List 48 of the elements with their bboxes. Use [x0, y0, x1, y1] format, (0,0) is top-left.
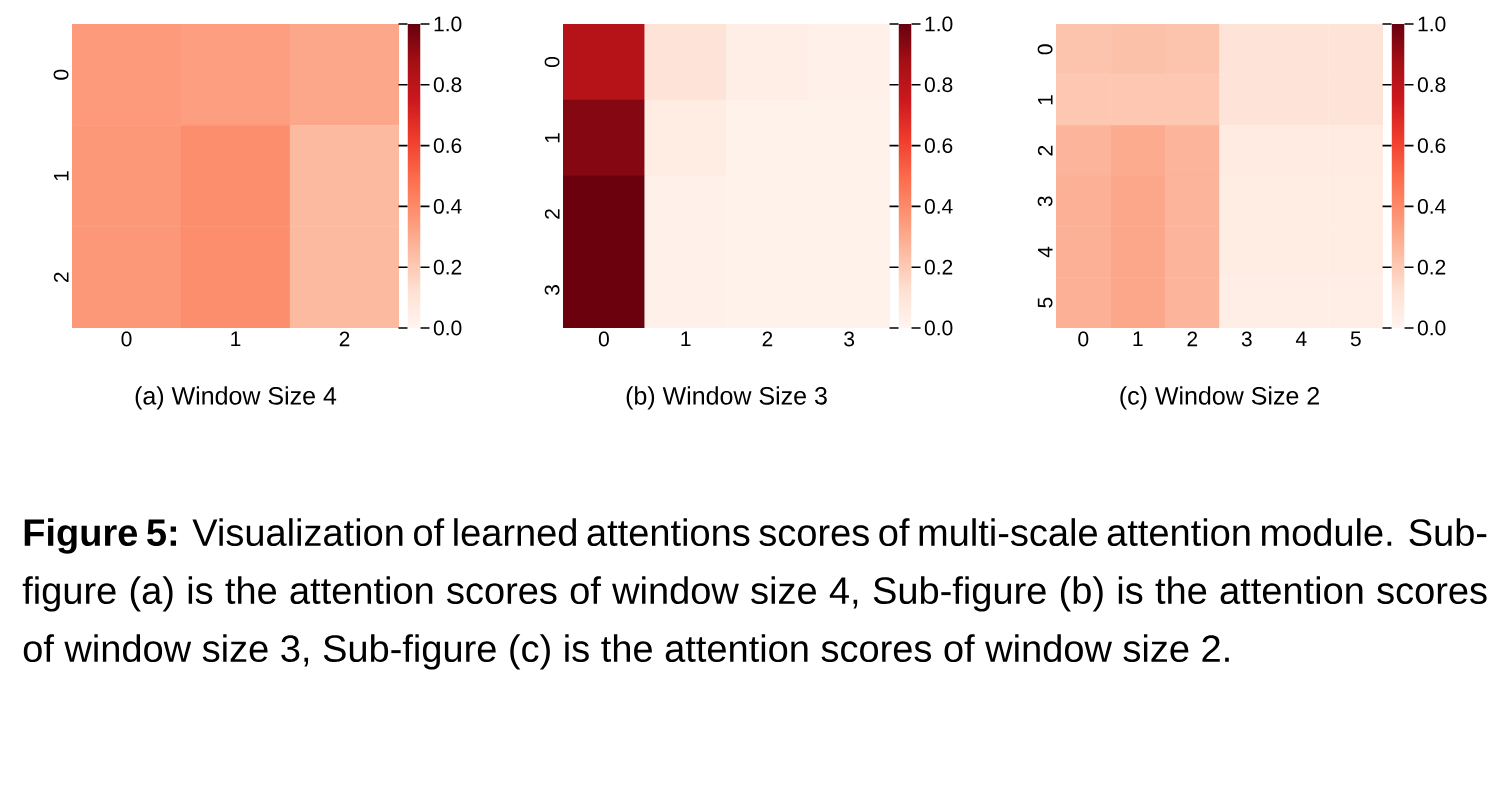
y-tick-label: 4 — [1038, 246, 1053, 258]
x-tick-label: 2 — [1187, 331, 1198, 347]
color-bar-label: 0.2 — [433, 259, 462, 275]
y-tick-label: 0 — [544, 56, 560, 67]
color-bar-label: 1.0 — [434, 16, 462, 32]
color-bar-label: 0.0 — [924, 320, 953, 336]
color-bar-label: 1.0 — [925, 16, 953, 32]
color-bar-label: 0.6 — [924, 138, 953, 154]
y-tick-label: 3 — [544, 285, 560, 296]
y-tick-label: 0 — [53, 69, 69, 80]
y-tick-label: 1 — [545, 133, 560, 143]
y-tick-label: 5 — [1037, 297, 1053, 308]
color-bar-label: 0.6 — [1417, 138, 1446, 154]
text: Figure 5: Visualization of learned attentions scores of multi-scale attention module. Sub-figure (a) is the attention scores of window size 4, Sub-figure (b) is the attention scores of window size 3, Sub-figure (c) is the attention scores of window size 2. — [22, 518, 1487, 670]
x-tick-label: 5 — [1350, 331, 1361, 347]
color-bar-label: 0.4 — [924, 198, 953, 214]
color-bar-label: 0.8 — [924, 77, 953, 93]
text: (a) Window Size 4 — [135, 386, 337, 410]
color-bar-label: 0.6 — [433, 138, 462, 154]
x-tick-label: 2 — [762, 331, 773, 347]
color-bar-label: 0.2 — [924, 259, 953, 275]
x-tick-label: 1 — [681, 331, 691, 346]
color-bar-label: 0.4 — [1417, 198, 1446, 214]
y-tick-label: 2 — [53, 272, 69, 283]
y-tick-label: 2 — [1037, 145, 1053, 156]
color-bar-label: 0.8 — [1417, 77, 1446, 93]
y-tick-label: 3 — [1037, 196, 1053, 207]
x-tick-label: 1 — [231, 331, 241, 346]
color-bar-label: 0.4 — [433, 198, 462, 214]
x-tick-label: 3 — [844, 331, 855, 347]
x-tick-label: 3 — [1241, 331, 1252, 347]
y-tick-label: 1 — [54, 171, 69, 181]
color-bar-label: 0.2 — [1417, 259, 1446, 275]
text: (c) Window Size 2 — [1120, 386, 1319, 410]
x-tick-label: 2 — [339, 331, 350, 347]
color-bar-label: 0.0 — [1417, 320, 1446, 336]
y-tick-label: 2 — [544, 209, 560, 219]
x-tick-label: 4 — [1295, 331, 1307, 346]
color-bar-label: 0.0 — [433, 320, 462, 336]
y-tick-label: 1 — [1038, 95, 1053, 105]
x-tick-label: 1 — [1133, 331, 1143, 346]
x-tick-label: 0 — [121, 331, 132, 347]
color-bar-label: 1.0 — [1418, 16, 1446, 32]
y-tick-label: 0 — [1037, 44, 1053, 55]
x-tick-label: 0 — [1078, 331, 1089, 347]
text: (b) Window Size 3 — [626, 386, 827, 410]
x-tick-label: 0 — [598, 331, 609, 347]
color-bar-label: 0.8 — [433, 77, 462, 93]
